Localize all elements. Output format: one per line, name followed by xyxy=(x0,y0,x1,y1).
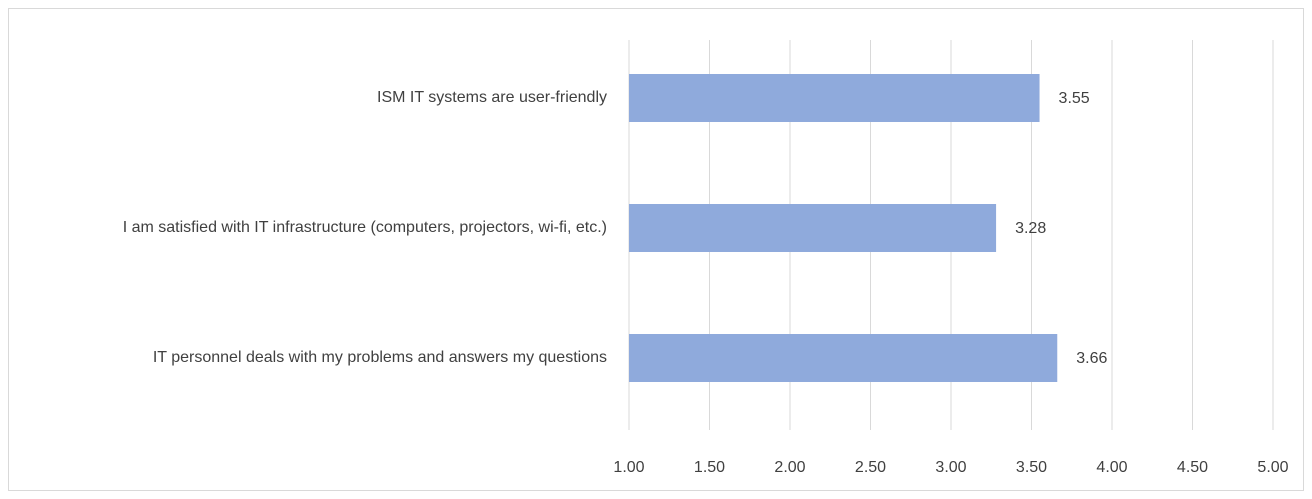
category-text: I am satisfied with IT infrastructure (c… xyxy=(122,219,607,236)
x-tick-label: 2.50 xyxy=(855,459,886,476)
data-label: 3.55 xyxy=(1059,90,1090,107)
category-text: IT personnel deals with my problems and … xyxy=(152,349,607,366)
x-tick-label: 4.50 xyxy=(1177,459,1208,476)
x-tick-label: 2.00 xyxy=(774,459,805,476)
x-tick-label: 3.50 xyxy=(1016,459,1047,476)
x-tick-label: 1.00 xyxy=(613,459,644,476)
category-label: I am satisfied with IT infrastructure (c… xyxy=(17,217,607,239)
bar xyxy=(629,334,1058,382)
bar xyxy=(629,204,997,252)
data-label: 3.28 xyxy=(1015,220,1046,237)
x-tick-label: 5.00 xyxy=(1257,459,1288,476)
category-text: ISM IT systems are user-friendly xyxy=(377,89,607,106)
data-label: 3.66 xyxy=(1076,350,1107,367)
bar xyxy=(629,74,1040,122)
x-tick-label: 1.50 xyxy=(694,459,725,476)
x-tick-label: 3.00 xyxy=(935,459,966,476)
category-label: ISM IT systems are user-friendly xyxy=(17,87,607,109)
category-label: IT personnel deals with my problems and … xyxy=(17,347,607,369)
x-tick-label: 4.00 xyxy=(1096,459,1127,476)
